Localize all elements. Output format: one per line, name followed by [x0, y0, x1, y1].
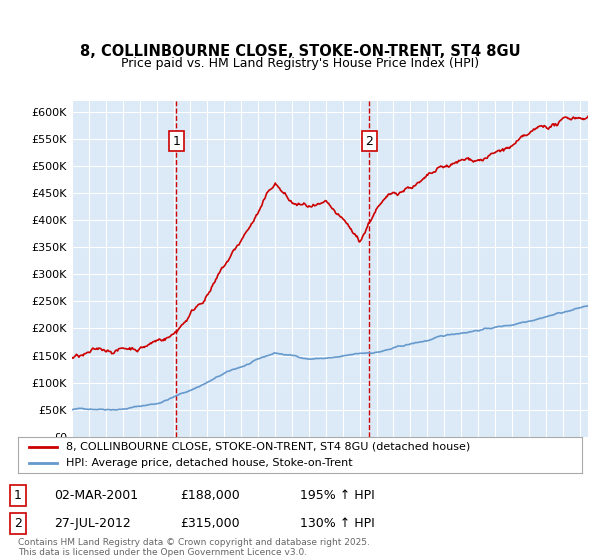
- Text: 195% ↑ HPI: 195% ↑ HPI: [300, 489, 375, 502]
- Text: Contains HM Land Registry data © Crown copyright and database right 2025.
This d: Contains HM Land Registry data © Crown c…: [18, 538, 370, 557]
- Text: 2: 2: [365, 134, 373, 148]
- Text: 1: 1: [14, 489, 22, 502]
- Text: 8, COLLINBOURNE CLOSE, STOKE-ON-TRENT, ST4 8GU: 8, COLLINBOURNE CLOSE, STOKE-ON-TRENT, S…: [80, 44, 520, 59]
- Text: 130% ↑ HPI: 130% ↑ HPI: [300, 517, 375, 530]
- Text: 1: 1: [172, 134, 181, 148]
- Text: Price paid vs. HM Land Registry's House Price Index (HPI): Price paid vs. HM Land Registry's House …: [121, 57, 479, 70]
- Text: 02-MAR-2001: 02-MAR-2001: [54, 489, 138, 502]
- Text: 8, COLLINBOURNE CLOSE, STOKE-ON-TRENT, ST4 8GU (detached house): 8, COLLINBOURNE CLOSE, STOKE-ON-TRENT, S…: [66, 442, 470, 452]
- Text: 2: 2: [14, 517, 22, 530]
- Text: £315,000: £315,000: [180, 517, 239, 530]
- Text: HPI: Average price, detached house, Stoke-on-Trent: HPI: Average price, detached house, Stok…: [66, 458, 353, 468]
- Text: £188,000: £188,000: [180, 489, 240, 502]
- Text: 27-JUL-2012: 27-JUL-2012: [54, 517, 131, 530]
